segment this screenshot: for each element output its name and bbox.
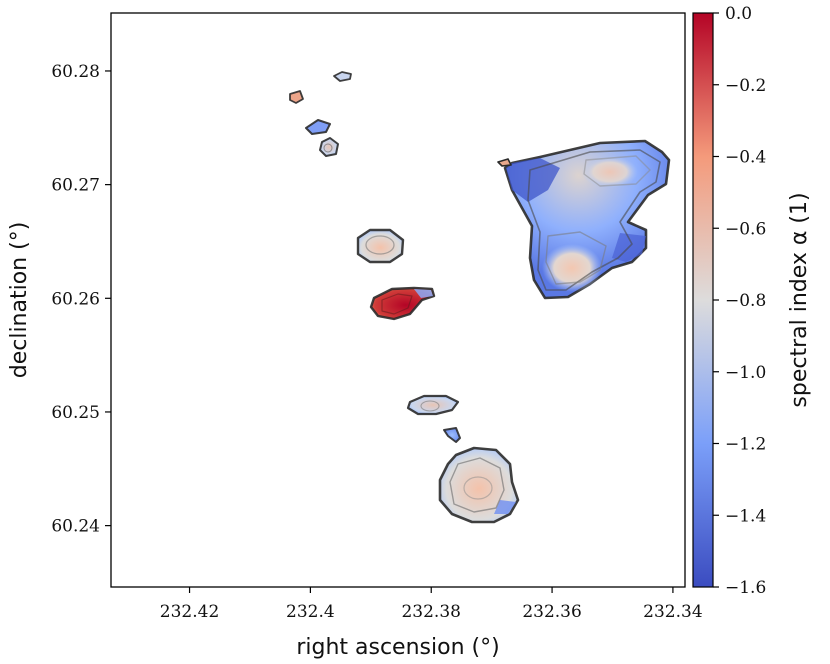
source-knot-60277 [289,90,304,104]
colorbar [692,12,714,588]
x-tick-label: 232.4 [286,602,335,622]
axes-frame [110,12,686,588]
colorbar-tick-label: −0.6 [725,219,766,239]
x-tick-label: 232.36 [522,602,581,622]
source-knot-60273 [319,137,339,157]
colorbar-tick-label: −1.2 [725,435,766,455]
y-tick-label: 60.27 [51,176,100,196]
y-tick-label: 60.26 [51,289,100,309]
source-southern-blob [438,446,520,524]
colorbar-tick-label: −1.0 [725,363,766,383]
colorbar-tick-label: 0.0 [725,4,752,24]
colorbar-tick-label: −0.2 [725,76,766,96]
source-knot-60274 [305,119,331,135]
colorbar-ticks: 0.0 −0.2 −0.4 −0.6 −0.8 −1.0 −1.2 −1.4 −1.6 [713,4,766,598]
x-tick-label: 232.42 [160,602,219,622]
x-tick-label: 232.38 [401,602,460,622]
colorbar-tick-label: −1.4 [725,506,766,526]
source-compact-red [369,286,436,321]
x-axis-label: right ascension (°) [296,635,499,660]
x-axis-ticks: 232.42 232.4 232.38 232.36 232.34 [160,587,703,622]
sources-layer [289,71,671,524]
source-knot-602642 [356,228,405,264]
y-tick-label: 60.28 [51,62,100,82]
source-knot-60250 [406,394,460,416]
source-northeast-complex [497,139,671,300]
colorbar-tick-label: −0.8 [725,291,766,311]
source-knot-60248 [443,427,461,443]
colorbar-tick-label: −1.6 [725,578,766,598]
colorbar-tick-label: −0.4 [725,148,766,168]
colorbar-label: spectral index α (1) [787,192,812,407]
y-axis-label: declination (°) [7,222,32,379]
y-tick-label: 60.25 [51,403,100,423]
x-tick-label: 232.34 [643,602,702,622]
y-tick-label: 60.24 [51,517,100,537]
y-axis-ticks: 60.24 60.25 60.26 60.27 60.28 [51,62,111,537]
source-knot-60279 [333,71,352,82]
